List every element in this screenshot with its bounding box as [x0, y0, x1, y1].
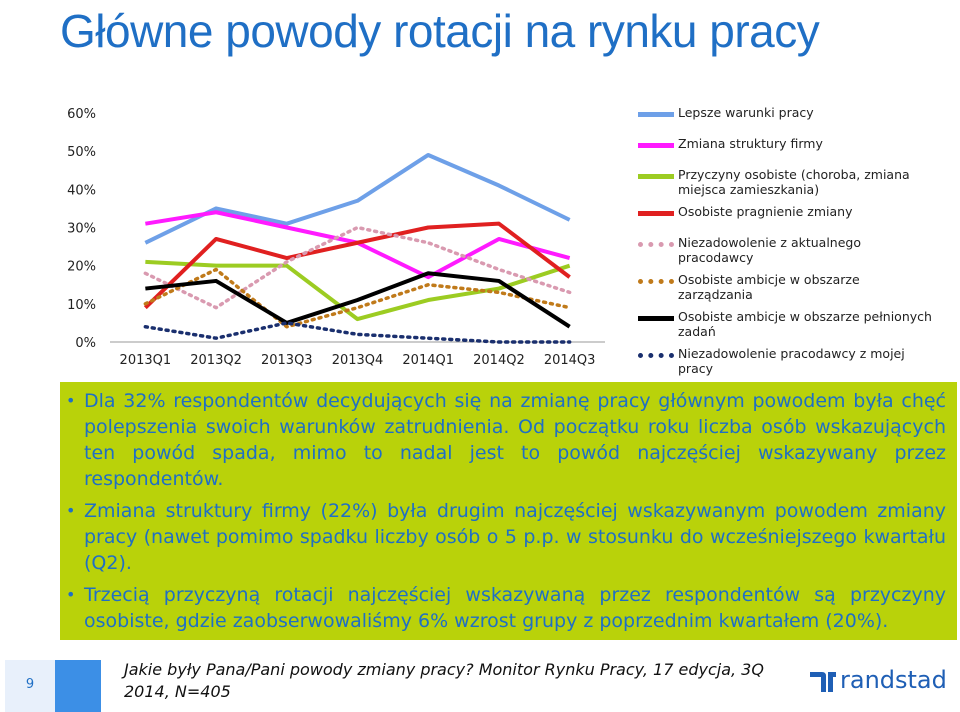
x-tick-label: 2014Q1 — [402, 353, 454, 368]
bullet-dot-icon: • — [66, 501, 76, 520]
x-tick-label: 2013Q1 — [120, 353, 172, 368]
summary-bullets: • Dla 32% respondentów decydujących się n… — [66, 388, 946, 640]
legend-label: Osobiste ambicje w obszarze pełnionych z… — [678, 309, 932, 339]
legend-item: Niezadowolenie z aktualnego pracodawcy — [638, 235, 938, 272]
series-line-7 — [145, 271, 571, 329]
legend-item: Niezadowolenie pracodawcy z mojej pracy — [638, 346, 938, 383]
legend-item: Zmiana struktury firmy — [638, 136, 938, 167]
page-number: 9 — [25, 677, 35, 692]
x-tick-label: 2014Q3 — [544, 353, 596, 368]
legend-label: Niezadowolenie pracodawcy z mojej pracy — [678, 346, 905, 376]
legend-label: Osobiste ambicje w obszarze zarządzania — [678, 272, 860, 302]
legend-label: Przyczyny osobiste (choroba, zmiana miej… — [678, 167, 910, 197]
y-tick-label: 0% — [75, 336, 96, 351]
x-tick-label: 2013Q4 — [332, 353, 384, 368]
page-title: Główne powody rotacji na rynku pracy — [60, 5, 820, 57]
series-line-6 — [143, 267, 572, 329]
series-line-5 — [143, 225, 572, 310]
bullet-dot-icon: • — [66, 585, 76, 604]
y-tick-label: 40% — [67, 183, 96, 198]
y-tick-label: 60% — [67, 107, 96, 122]
x-tick-label: 2013Q3 — [261, 353, 313, 368]
legend-swatch — [638, 316, 674, 321]
legend-item: Osobiste pragnienie zmiany — [638, 204, 938, 235]
chart-legend: Lepsze warunki pracy Zmiana struktury fir… — [638, 105, 938, 383]
bullet-dot-icon: • — [66, 391, 76, 410]
y-tick-label: 50% — [67, 145, 96, 160]
line-chart: 0% 10% 20% 30% 40% 50% 60% 2013Q1 2013Q2 2013Q3 2… — [67, 107, 605, 368]
x-tick-label: 2014Q2 — [473, 353, 525, 368]
source-note: Jakie były Pana/Pani powody zmiany pracy… — [124, 660, 764, 701]
series-line-1 — [144, 152, 571, 245]
series-line-3 — [145, 259, 571, 322]
page-number-accent — [55, 660, 101, 712]
legend-item: Osobiste ambicje w obszarze pełnionych z… — [638, 309, 938, 346]
bullet-item: • Zmiana struktury firmy (22%) była drugi… — [66, 500, 946, 574]
y-tick-label: 30% — [67, 222, 96, 237]
legend-swatch — [638, 174, 674, 179]
legend-swatch — [638, 242, 674, 247]
y-tick-label: 10% — [67, 298, 96, 313]
bullet-item: • Trzecią przyczyną rotacji najczęściej w… — [66, 584, 946, 632]
legend-swatch — [638, 211, 674, 216]
legend-swatch — [638, 143, 674, 148]
x-tick-label: 2013Q2 — [190, 353, 242, 368]
legend-label: Niezadowolenie z aktualnego pracodawcy — [678, 235, 861, 265]
legend-item: Osobiste ambicje w obszarze zarządzania — [638, 272, 938, 309]
legend-label: Osobiste pragnienie zmiany — [678, 204, 853, 219]
series-line-4 — [143, 221, 571, 310]
randstad-logo: randstad — [808, 666, 958, 700]
randstad-logo-icon — [810, 672, 836, 692]
legend-swatch — [638, 112, 674, 117]
legend-label: Zmiana struktury firmy — [678, 136, 823, 151]
logo-text: randstad — [840, 666, 947, 694]
legend-item: Przyczyny osobiste (choroba, zmiana miej… — [638, 167, 938, 204]
page-number-box — [5, 660, 55, 712]
legend-swatch — [638, 279, 674, 284]
series-line-8 — [143, 321, 572, 344]
bullet-item: • Dla 32% respondentów decydujących się n… — [66, 390, 946, 490]
y-tick-label: 20% — [67, 260, 96, 275]
legend-swatch — [638, 353, 674, 358]
legend-item: Lepsze warunki pracy — [638, 105, 938, 136]
legend-label: Lepsze warunki pracy — [678, 105, 814, 120]
summary-panel — [60, 382, 957, 640]
